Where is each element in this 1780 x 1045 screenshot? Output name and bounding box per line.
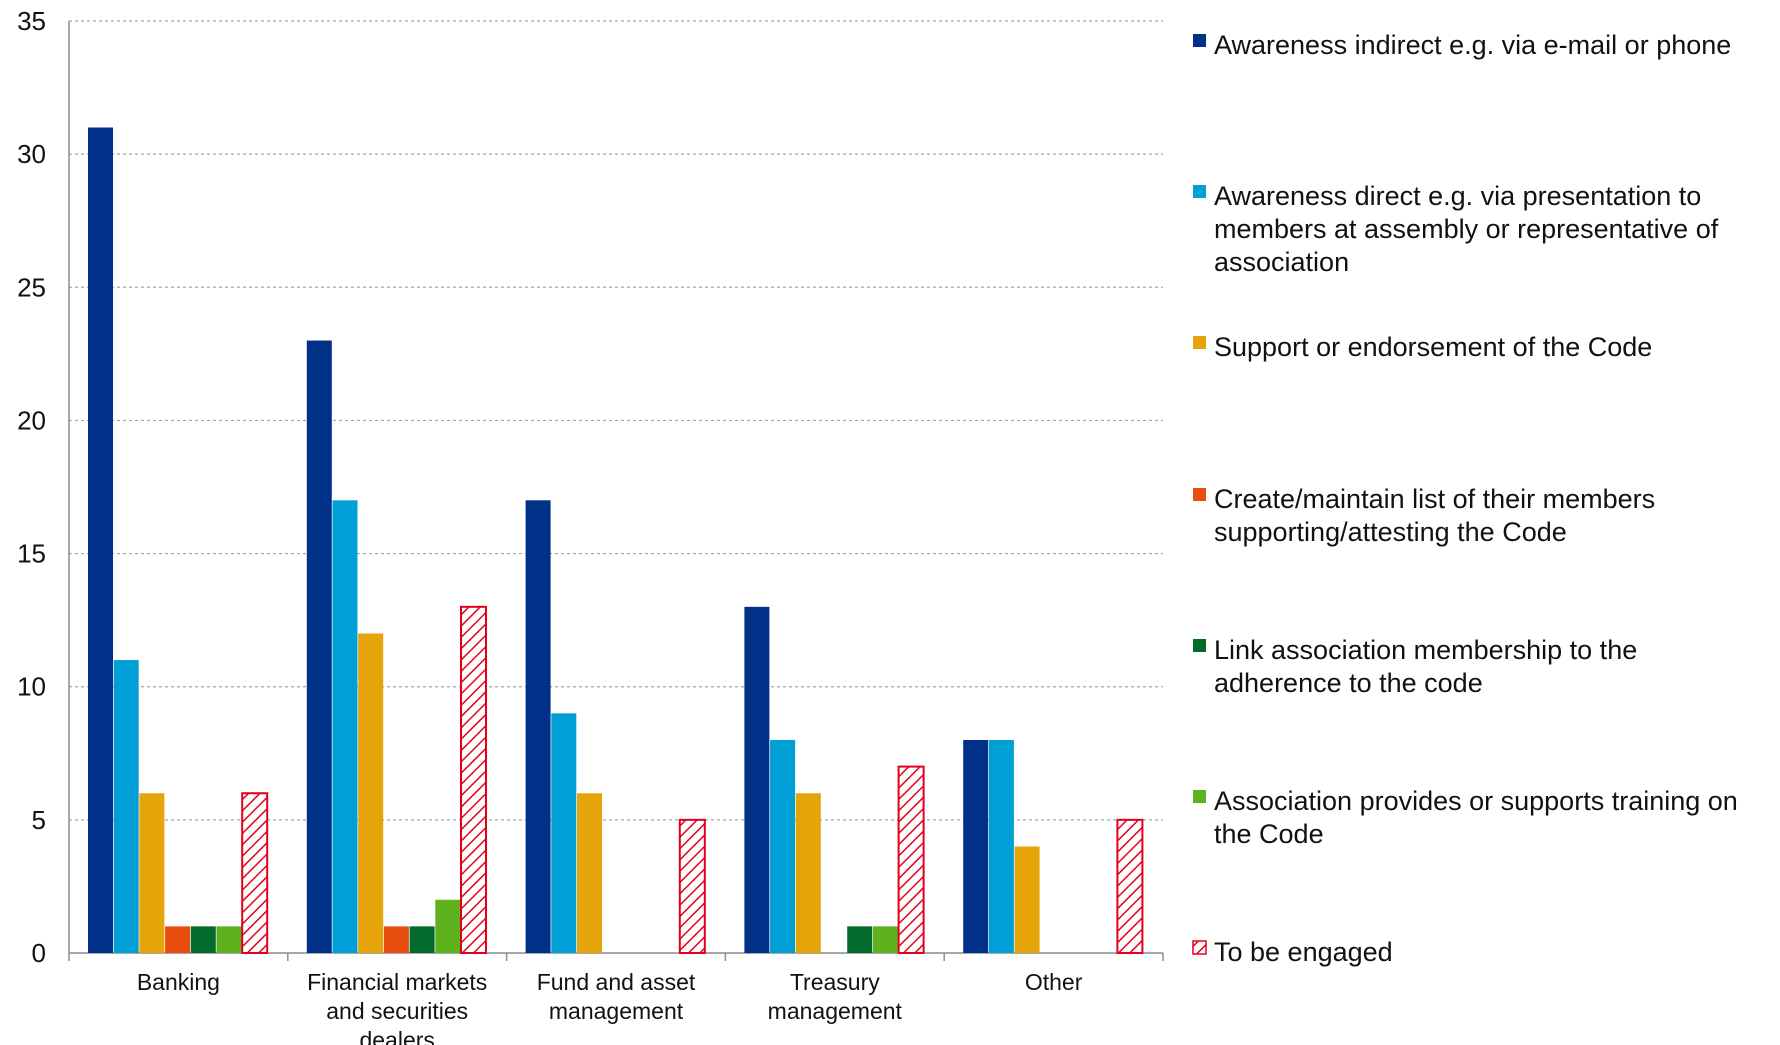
bar-series-6-cat-1 xyxy=(460,605,487,954)
bar-series-1-cat-3 xyxy=(770,739,796,953)
y-tick-label: 25 xyxy=(17,272,46,302)
legend-label: Awareness indirect e.g. via e-mail or ph… xyxy=(1214,30,1731,60)
bar-series-0-cat-2 xyxy=(525,500,551,953)
bar-series-6-cat-4 xyxy=(1116,818,1144,954)
legend-label: Support or endorsement of the Code xyxy=(1214,332,1652,362)
bar-series-2-cat-3 xyxy=(795,793,821,953)
legend: Awareness indirect e.g. via e-mail or ph… xyxy=(1192,30,1738,967)
y-tick-label: 35 xyxy=(17,6,46,36)
bar-series-2-cat-1 xyxy=(358,633,384,953)
x-category-label: and securities xyxy=(326,998,468,1024)
bar-series-5-cat-0 xyxy=(216,926,242,953)
bar-series-6-cat-2 xyxy=(678,818,706,954)
x-category-label: Treasury xyxy=(790,969,880,995)
legend-label: the Code xyxy=(1214,819,1324,849)
bar-series-1-cat-0 xyxy=(113,660,139,953)
x-category-label: management xyxy=(549,998,684,1024)
bar-series-2-cat-0 xyxy=(139,793,165,953)
y-tick-label: 10 xyxy=(17,672,46,702)
bar-series-0-cat-3 xyxy=(744,606,770,953)
legend-swatch xyxy=(1193,34,1206,47)
y-tick-label: 15 xyxy=(17,539,46,569)
legend-label: Link association membership to the xyxy=(1214,635,1637,665)
legend-label: Awareness direct e.g. via presentation t… xyxy=(1214,181,1701,211)
legend-swatch xyxy=(1193,185,1206,198)
x-category-label: Financial markets xyxy=(307,969,487,995)
bar-series-0-cat-0 xyxy=(88,127,113,953)
grid-layer xyxy=(69,20,1163,821)
bar-series-0-cat-4 xyxy=(963,739,989,953)
x-category-label: Other xyxy=(1025,969,1083,995)
bar-series-1-cat-4 xyxy=(988,739,1014,953)
x-category-label: dealers xyxy=(359,1027,434,1045)
x-category-label: management xyxy=(768,998,903,1024)
legend-label: members at assembly or representative of xyxy=(1214,214,1719,244)
bar-series-0-cat-1 xyxy=(306,340,332,953)
legend-swatch xyxy=(1193,336,1206,349)
bar-series-5-cat-3 xyxy=(872,926,898,953)
bar-series-3-cat-0 xyxy=(165,926,191,953)
y-tick-label: 5 xyxy=(32,805,46,835)
y-tick-label: 20 xyxy=(17,405,46,435)
legend-label: supporting/attesting the Code xyxy=(1214,517,1567,547)
legend-swatch xyxy=(1193,488,1206,501)
axis-labels: 0 5 10 15 20 25 30 35 Banking Financial markets an… xyxy=(17,6,1083,1045)
bar-series-1-cat-1 xyxy=(332,500,358,953)
bar-series-6-cat-3 xyxy=(897,765,925,954)
y-tick-label: 0 xyxy=(32,938,46,968)
x-category-label: Fund and asset xyxy=(537,969,696,995)
bar-series-2-cat-2 xyxy=(577,793,602,953)
legend-label: adherence to the code xyxy=(1214,668,1483,698)
legend-swatch xyxy=(1192,940,1207,955)
bar-series-4-cat-3 xyxy=(847,926,873,953)
legend-label: association xyxy=(1214,247,1349,277)
bar-series-5-cat-1 xyxy=(435,899,461,953)
bar-series-1-cat-2 xyxy=(551,713,577,953)
bar-series-6-cat-0 xyxy=(241,792,269,954)
legend-swatch xyxy=(1193,639,1206,652)
legend-label: To be engaged xyxy=(1214,937,1393,967)
y-tick-label: 30 xyxy=(17,139,46,169)
x-category-label: Banking xyxy=(137,969,220,995)
legend-swatch xyxy=(1193,790,1206,803)
bar-series-3-cat-1 xyxy=(383,926,409,953)
bar-series-2-cat-4 xyxy=(1014,846,1040,953)
legend-label: Create/maintain list of their members xyxy=(1214,484,1655,514)
bar-series-4-cat-1 xyxy=(409,926,435,953)
legend-label: Association provides or supports trainin… xyxy=(1214,786,1738,816)
bar-series-4-cat-0 xyxy=(190,926,216,953)
bars xyxy=(88,127,1144,954)
